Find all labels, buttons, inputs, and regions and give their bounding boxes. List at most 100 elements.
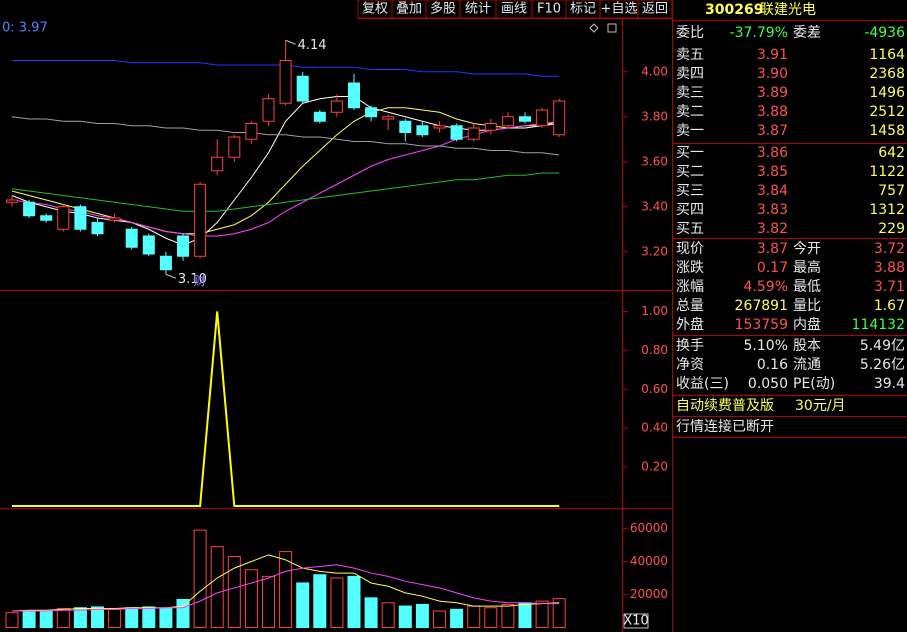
candle-body	[23, 201, 36, 217]
toolbar-label[interactable]: F10	[537, 2, 561, 17]
volume-bar	[210, 546, 224, 629]
line	[12, 311, 560, 508]
field-label: 外盘	[676, 316, 704, 333]
book-price: 3.83	[757, 202, 788, 218]
candle-body	[484, 123, 497, 131]
toolbar-label[interactable]: 画线	[501, 2, 527, 17]
diamond-icon[interactable]	[589, 23, 599, 33]
field-value: 0.17	[757, 260, 788, 276]
volume-bar	[433, 610, 446, 629]
volume-bar	[381, 602, 395, 629]
book-label: 卖三	[676, 85, 704, 101]
field-value: 0.050	[748, 376, 788, 392]
y-tick-label: 60000	[630, 521, 668, 535]
field-label: 现价	[676, 241, 704, 257]
field-value: 5.10%	[744, 338, 788, 354]
toolbar-label[interactable]: 复权	[362, 1, 388, 17]
field-value: 0.16	[757, 357, 788, 373]
volume-bar	[244, 569, 258, 629]
field-value: 4.59%	[744, 279, 788, 295]
volume-bar	[296, 582, 310, 629]
book-label: 买三	[676, 183, 704, 199]
volume-bar	[193, 529, 207, 629]
field-label: 换手	[676, 337, 704, 354]
book-price: 3.82	[757, 221, 788, 237]
field-label: PE(动)	[793, 376, 835, 392]
field-value: 3.71	[874, 279, 905, 295]
volume-bar	[535, 600, 549, 629]
field-label: 委比	[676, 25, 704, 41]
volume-bar	[415, 603, 429, 629]
book-price: 3.89	[757, 85, 788, 101]
book-volume: 1458	[869, 123, 905, 139]
stock-code: 300269	[705, 2, 763, 18]
candle-body	[416, 125, 429, 136]
field-label: 委差	[793, 25, 821, 41]
toolbar-label[interactable]: 统计	[465, 2, 491, 17]
stock-name: 联建光电	[760, 2, 816, 18]
field-value: 1.67	[874, 298, 905, 314]
field-label: 内盘	[793, 316, 821, 333]
field-label: 最低	[793, 279, 821, 295]
y-tick-label: 3.80	[641, 109, 668, 123]
volume-bar	[330, 577, 344, 629]
candle-body	[450, 125, 463, 140]
field-value: 114132	[852, 317, 905, 333]
volume-bar	[39, 610, 53, 629]
y-tick-label: 0.60	[641, 382, 668, 396]
book-label: 卖二	[676, 104, 704, 120]
book-label: 卖五	[676, 47, 704, 63]
book-price: 3.87	[757, 123, 788, 139]
high-pointer	[285, 39, 296, 45]
line	[12, 564, 560, 612]
field-value: -37.79%	[730, 25, 788, 41]
y-tick-label: 0.40	[641, 421, 668, 435]
book-volume: 757	[878, 183, 905, 199]
field-label: 净资	[676, 357, 704, 373]
field-label: 总量	[676, 298, 704, 314]
volume-bar	[347, 575, 361, 629]
toolbar-label[interactable]: 返回	[642, 2, 668, 17]
volume-bar	[142, 606, 156, 629]
high-label: 4.14	[298, 38, 327, 53]
book-label: 卖四	[676, 66, 704, 82]
candle-body	[91, 222, 104, 235]
volume-bar	[501, 603, 515, 629]
field-value: 3.88	[874, 260, 905, 276]
book-price: 3.86	[757, 145, 788, 161]
candle-body	[211, 156, 224, 172]
axis-note-box	[623, 613, 649, 629]
candle-body	[330, 100, 343, 113]
book-volume: 229	[878, 221, 905, 237]
candle-body	[108, 217, 121, 221]
toolbar-button[interactable]	[637, 0, 673, 19]
book-volume: 2368	[869, 66, 905, 82]
promo-price[interactable]: 30元/月	[795, 398, 846, 414]
volume-bar	[262, 575, 275, 629]
y-tick-label: 1.00	[641, 304, 668, 318]
volume-bar	[5, 612, 19, 629]
volume-bar	[484, 607, 498, 629]
toolbar-label[interactable]: 叠加	[396, 2, 422, 17]
candle-body	[262, 98, 275, 122]
book-volume: 2512	[869, 104, 905, 120]
square-icon[interactable]	[607, 23, 617, 33]
promo-text[interactable]: 自动续费普及版	[676, 397, 774, 414]
candle-body	[74, 206, 87, 230]
volume-bar	[91, 606, 104, 629]
toolbar-label[interactable]: 多股	[430, 1, 456, 17]
field-value: 5.26亿	[860, 357, 905, 373]
candle-body	[536, 109, 549, 127]
candle-body	[279, 60, 292, 104]
field-label: 股本	[793, 338, 821, 354]
low-pointer	[165, 273, 177, 279]
field-value: -4936	[864, 25, 905, 41]
volume-bar	[518, 602, 532, 629]
toolbar-label[interactable]: 标记	[570, 2, 596, 17]
book-volume: 1164	[869, 47, 905, 63]
book-price: 3.91	[757, 47, 788, 63]
toolbar-label[interactable]: +自选	[601, 2, 638, 17]
